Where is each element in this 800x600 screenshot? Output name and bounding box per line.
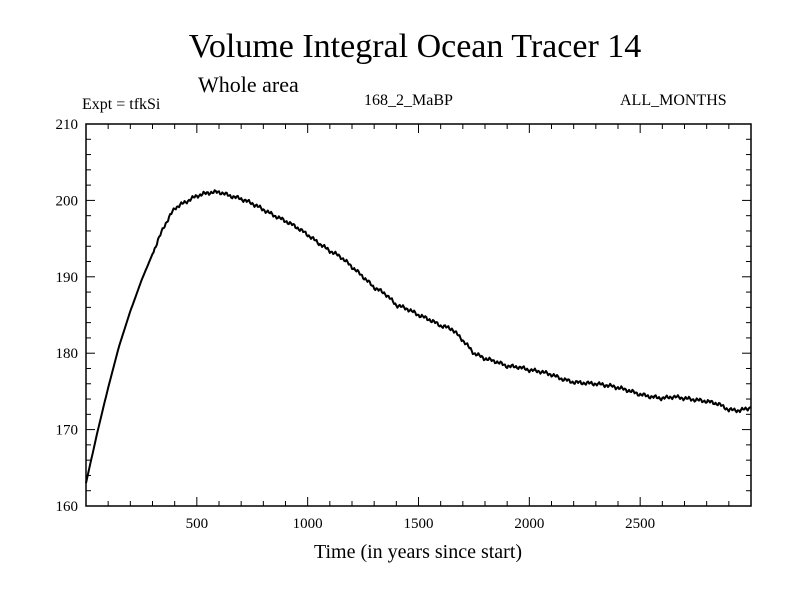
y-tick-label: 190 <box>56 270 79 286</box>
axis-tick-labels: 500 1000 1500 2000 2500 160 170 180 190 200 210 <box>56 117 656 532</box>
x-tick-label: 1000 <box>293 516 323 532</box>
y-tick-label: 200 <box>56 193 79 209</box>
run-label: 168_2_MaBP <box>364 92 453 109</box>
x-axis-label: Time (in years since start) <box>314 541 522 563</box>
y-tick-label: 160 <box>56 499 79 515</box>
x-tick-label: 500 <box>186 516 209 532</box>
x-tick-label: 1500 <box>404 516 434 532</box>
x-tick-label: 2000 <box>514 516 544 532</box>
axis-ticks <box>86 124 751 506</box>
chart-subtitle: Whole area <box>198 72 299 97</box>
series-line <box>85 189 751 484</box>
chart-title: Volume Integral Ocean Tracer 14 <box>188 28 642 65</box>
y-tick-label: 170 <box>56 423 79 439</box>
y-tick-label: 210 <box>56 117 79 133</box>
x-tick-label: 2500 <box>625 516 655 532</box>
experiment-label: Expt = tfkSi <box>82 96 161 113</box>
y-tick-label: 180 <box>56 346 79 362</box>
months-label: ALL_MONTHS <box>620 92 727 109</box>
